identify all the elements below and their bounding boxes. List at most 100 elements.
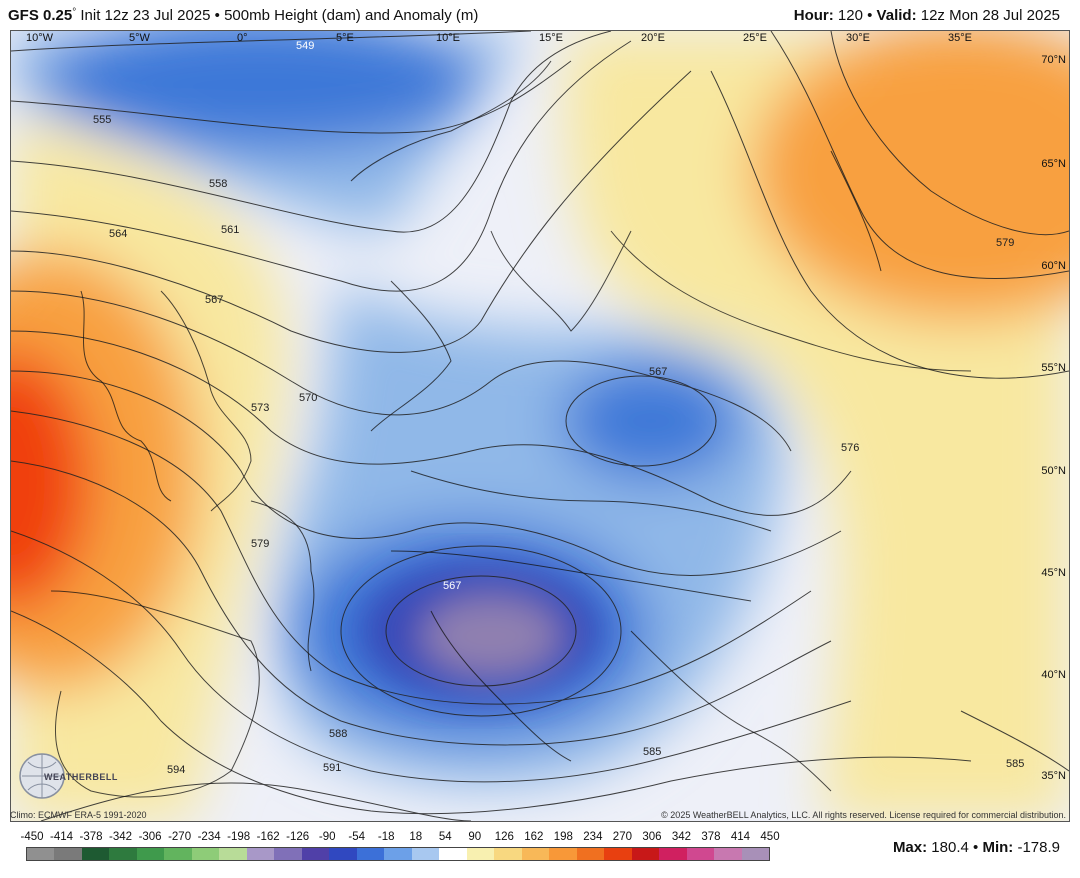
colorbar-swatch — [411, 848, 440, 860]
lon-label: 35°E — [948, 32, 972, 44]
colorbar-label: -414 — [50, 831, 74, 843]
lon-label: 0° — [237, 32, 248, 44]
colorbar-swatch — [439, 848, 467, 860]
coast-italy — [430, 610, 572, 762]
coast-britain — [160, 290, 252, 512]
lat-label: 45°N — [1041, 567, 1066, 579]
climo-note: Climo: ECMWF ERA-5 1991-2020 — [10, 810, 147, 820]
colorbar-swatch — [521, 848, 550, 860]
colorbar-label: -126 — [286, 831, 310, 843]
contour-585 — [11, 610, 972, 815]
hour-label: Hour: — [793, 7, 834, 24]
title-left: GFS 0.25° Init 12z 23 Jul 2025 • 500mb H… — [8, 7, 478, 24]
valid-label: Valid: — [876, 7, 917, 24]
colorbar-label: -342 — [109, 831, 133, 843]
lat-label: 55°N — [1041, 362, 1066, 374]
contour-label: 561 — [221, 224, 239, 236]
lon-labels: 10°W 5°W 0° 5°E 10°E 15°E 20°E 25°E 30°E… — [26, 32, 972, 44]
colorbar-swatch — [219, 848, 247, 860]
header-bullet: • — [214, 7, 220, 24]
contour-564 — [11, 70, 692, 353]
colorbar-swatch — [81, 848, 110, 860]
contour-label: 579 — [251, 538, 269, 550]
min-label: Min: — [982, 839, 1014, 856]
colorbar-swatch — [714, 848, 742, 860]
colorbar-swatch — [54, 848, 82, 860]
colorbar-label: 54 — [438, 831, 452, 843]
model-name: GFS 0.25 — [8, 7, 73, 24]
contour-567-low — [385, 575, 577, 687]
colorbar-label: 270 — [612, 831, 632, 843]
anomaly-med-extreme — [421, 596, 561, 676]
contour-591 — [40, 782, 472, 821]
colorbar-swatch — [686, 848, 715, 860]
coast-balkans — [630, 630, 832, 792]
colorbar-label: -54 — [348, 831, 366, 843]
contour-label: 558 — [209, 178, 227, 190]
lat-label: 65°N — [1041, 158, 1066, 170]
max-min-stats: Max: 180.4 • Min: -178.9 — [893, 839, 1060, 856]
map-svg: 10°W 5°W 0° 5°E 10°E 15°E 20°E 25°E 30°E… — [11, 31, 1069, 821]
colorbar-label: -234 — [197, 831, 221, 843]
contour-576-east — [770, 31, 1069, 279]
colorbar-label: -90 — [318, 831, 336, 843]
colorbar-swatch — [659, 848, 687, 860]
contour-585-east — [960, 710, 1069, 772]
colorbar-label: -270 — [168, 831, 192, 843]
colorbar-label: 450 — [760, 831, 780, 843]
contour-label: 567 — [443, 580, 461, 592]
contour-label: 585 — [1006, 758, 1024, 770]
colorbar-swatch — [136, 848, 165, 860]
colorbar-swatch — [741, 848, 770, 860]
coast-sweden — [490, 230, 632, 332]
lat-labels: 70°N 65°N 60°N 55°N 50°N 45°N 40°N 35°N — [1041, 54, 1066, 782]
contour-567-poland — [565, 375, 717, 467]
colorbar-swatch — [494, 848, 522, 860]
border-alps — [390, 550, 752, 602]
border-baltics — [610, 230, 972, 372]
lon-label: 5°E — [336, 32, 354, 44]
lon-label: 10°E — [436, 32, 460, 44]
colorbar-swatch — [466, 848, 495, 860]
lat-label: 50°N — [1041, 465, 1066, 477]
contour-label: 588 — [329, 728, 347, 740]
colorbar-swatch — [191, 848, 220, 860]
contour-label: 570 — [299, 392, 317, 404]
contour-576 — [11, 410, 812, 705]
max-value: 180.4 — [931, 839, 969, 856]
colorbar-swatch — [246, 848, 275, 860]
degree-symbol: ° — [72, 7, 77, 18]
border-finland-russia — [830, 150, 882, 272]
logo-text: WEATHERBELL — [44, 772, 118, 782]
colorbar-label: 90 — [468, 831, 482, 843]
anomaly-north-core — [41, 31, 481, 151]
contour-label: 576 — [841, 442, 859, 454]
colorbar-label: 378 — [701, 831, 721, 843]
contour-label: 573 — [251, 402, 269, 414]
contour-579 — [11, 460, 832, 746]
colorbar-label: 342 — [671, 831, 692, 843]
coastlines-borders — [50, 60, 972, 798]
contour-labels: 549 555 558 561 564 567 570 573 579 588 … — [93, 40, 1024, 776]
contour-570-low — [340, 545, 622, 717]
colorbar-swatch — [576, 848, 605, 860]
lon-label: 30°E — [846, 32, 870, 44]
colorbar-label: 18 — [409, 831, 423, 843]
contour-573-east — [710, 70, 1069, 379]
contour-555 — [11, 60, 572, 134]
contour-label: 555 — [93, 114, 111, 126]
globe-icon — [19, 753, 65, 799]
colorbar-label: -162 — [256, 831, 280, 843]
anomaly-west-strong — [11, 351, 91, 611]
lon-label: 15°E — [539, 32, 563, 44]
colorbar-swatch — [27, 848, 55, 860]
colorbar-swatch — [329, 848, 357, 860]
colorbar-swatch — [384, 848, 412, 860]
init-time: Init 12z 23 Jul 2025 — [80, 7, 211, 24]
hour-value: 120 — [837, 7, 863, 24]
stats-bullet: • — [973, 839, 979, 856]
title-right: Hour: 120 • Valid: 12z Mon 28 Jul 2025 — [794, 7, 1060, 24]
max-label: Max: — [892, 839, 928, 856]
weatherbell-logo: WEATHERBELL — [14, 750, 117, 800]
product-name: 500mb Height (dam) and Anomaly (m) — [224, 7, 479, 24]
